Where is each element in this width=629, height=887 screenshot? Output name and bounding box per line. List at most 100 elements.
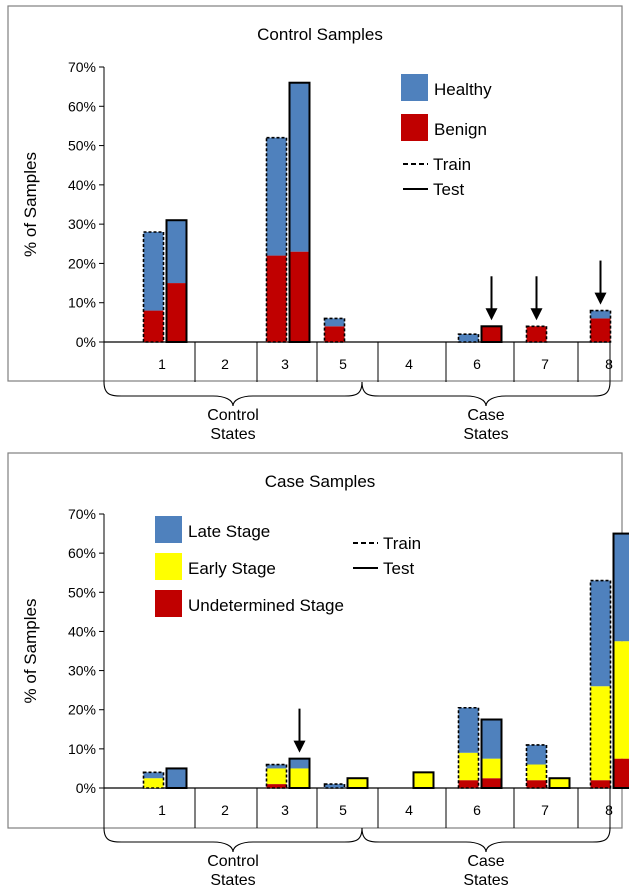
bar-segment-late — [590, 580, 611, 687]
bar-segment-early — [526, 764, 547, 781]
legend-swatch-healthy — [401, 74, 428, 101]
x-tick-label: 7 — [541, 802, 549, 818]
bar-train-1 — [142, 231, 165, 343]
bar-outline — [589, 309, 612, 343]
bar-test-1 — [165, 767, 188, 790]
bar-segment-early — [481, 758, 502, 779]
x-tick-label: 6 — [473, 356, 481, 372]
bar-train-1 — [142, 771, 165, 789]
bar-outline — [525, 744, 548, 789]
bar-segment-healthy — [166, 220, 187, 284]
chart-title: Case Samples — [265, 472, 376, 491]
legend-label: Undetermined Stage — [188, 596, 344, 615]
case-samples-chart: Case Samples 0% 10% 20% 30% 40% 50% 60% 70% % of … — [7, 452, 629, 887]
bar-segment-benign — [590, 318, 611, 342]
bar-test-1 — [165, 219, 188, 343]
y-tick-label: 40% — [68, 623, 96, 639]
bar-segment-early — [347, 778, 368, 788]
bar-segment-early — [458, 752, 479, 781]
bar-segment-early — [289, 768, 310, 788]
legend-label: Early Stage — [188, 559, 276, 578]
bar-outline — [323, 783, 346, 789]
bar-outline — [412, 771, 435, 789]
legend-label: Late Stage — [188, 522, 270, 541]
bar-train-7 — [525, 744, 548, 789]
x-tick-label: 1 — [158, 356, 166, 372]
bar-segment-late — [526, 744, 547, 765]
bar-segment-benign — [481, 326, 502, 342]
bar-train-8 — [589, 579, 612, 789]
legend-swatch-late — [155, 516, 182, 543]
arrow-marker — [293, 708, 306, 753]
bar-outline — [288, 757, 311, 790]
legend-swatch-early — [155, 553, 182, 580]
bar-segment-early — [590, 686, 611, 781]
bar-segment-early — [143, 778, 164, 788]
x-tick-label: 3 — [281, 802, 289, 818]
y-tick-label: 20% — [68, 702, 96, 718]
bar-test-3 — [288, 81, 311, 343]
bar-segment-late — [458, 707, 479, 753]
bar-outline — [265, 763, 288, 789]
y-tick-label: 50% — [68, 138, 96, 154]
arrow-head — [594, 292, 607, 305]
legend: Healthy Benign Train Test — [401, 74, 492, 199]
bar-segment-benign — [266, 255, 287, 342]
bar-train-3 — [265, 136, 288, 343]
legend-label: Test — [433, 180, 464, 199]
group-bracket — [103, 827, 363, 853]
bar-segment-healthy — [266, 137, 287, 256]
legend-label: Train — [383, 534, 421, 553]
bar-outline — [142, 771, 165, 789]
x-tick-label: 2 — [221, 802, 229, 818]
bar-segment-late — [324, 784, 345, 788]
y-tick-label: 0% — [76, 334, 96, 350]
legend-swatch-undetermined — [155, 590, 182, 617]
bar-outline — [457, 706, 480, 789]
bar-segment-late — [266, 764, 287, 769]
bar-segment-healthy — [458, 334, 479, 342]
bar-segment-benign — [526, 326, 547, 342]
bar-segment-late — [166, 768, 187, 788]
y-tick-label: 10% — [68, 741, 96, 757]
legend-label: Healthy — [434, 80, 492, 99]
bar-segment-undetermined — [458, 780, 479, 788]
y-tick-label: 0% — [76, 780, 96, 796]
legend-label: Test — [383, 559, 414, 578]
bar-segment-late — [289, 758, 310, 769]
legend-swatch-benign — [401, 114, 428, 141]
y-tick-label: 70% — [68, 506, 96, 522]
bar-segment-healthy — [590, 310, 611, 319]
x-tick-label: 5 — [339, 356, 347, 372]
x-tick-label: 6 — [473, 802, 481, 818]
bar-train-7 — [525, 325, 548, 343]
bar-test-4 — [412, 771, 435, 789]
bar-segment-benign — [143, 310, 164, 342]
bar-train-5 — [323, 783, 346, 789]
y-tick-label: 60% — [68, 545, 96, 561]
bar-segment-healthy — [143, 232, 164, 311]
bar-segment-early — [413, 772, 434, 788]
y-tick-label: 50% — [68, 584, 96, 600]
bar-segment-undetermined — [481, 778, 502, 788]
bar-test-6 — [480, 718, 503, 789]
bar-outline — [323, 317, 346, 343]
bar-outline — [288, 81, 311, 343]
bar-train-5 — [323, 317, 346, 343]
bar-outline — [548, 777, 571, 790]
x-tick-label: 4 — [405, 802, 413, 818]
bar-train-8 — [589, 309, 612, 343]
x-tick-label: 3 — [281, 356, 289, 372]
bar-train-6 — [457, 706, 480, 789]
bar-segment-benign — [166, 283, 187, 342]
bar-outline — [589, 579, 612, 789]
chart-frame — [7, 5, 623, 382]
x-tick-label: 8 — [605, 356, 613, 372]
chart-frame — [7, 452, 623, 829]
group-label: States — [463, 872, 508, 887]
arrow-head — [293, 740, 306, 753]
bar-segment-benign — [324, 326, 345, 342]
bar-segment-early — [613, 641, 629, 759]
group-label: Control — [207, 853, 259, 870]
